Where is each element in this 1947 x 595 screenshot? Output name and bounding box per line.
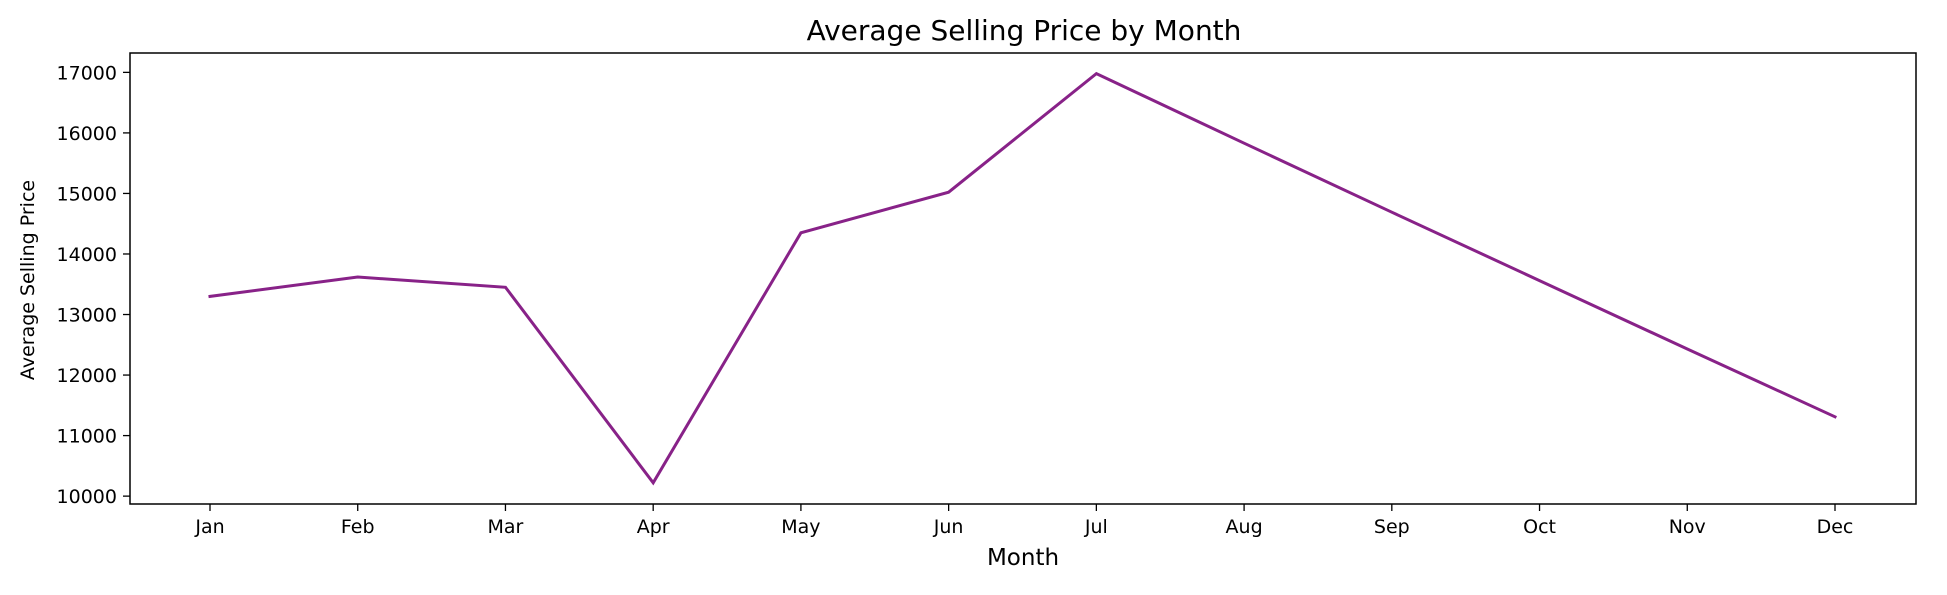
y-tick-label: 14000 (57, 244, 117, 266)
x-tick-label: Sep (1374, 516, 1410, 538)
plot-frame (129, 52, 1917, 505)
y-axis-ticks: 10000 11000 12000 13000 14000 15000 16000 17000 (57, 62, 130, 508)
y-tick-label: 12000 (57, 365, 117, 387)
y-tick-label: 10000 (57, 486, 117, 508)
x-tick-label: Apr (637, 516, 670, 538)
x-tick-label: Jan (194, 516, 224, 538)
x-tick-label: Mar (488, 516, 524, 538)
y-tick-label: 16000 (57, 123, 117, 145)
x-tick-label: Aug (1226, 516, 1263, 538)
x-axis-ticks: Jan Feb Mar Apr May Jun Jul Aug Sep Oct Nov Dec (194, 504, 1853, 538)
x-tick-label: Nov (1669, 516, 1706, 538)
y-tick-label: 13000 (57, 305, 117, 327)
y-axis-label: Average Selling Price (17, 180, 39, 380)
x-axis-label: Month (987, 545, 1059, 571)
y-tick-label: 11000 (57, 426, 117, 448)
x-tick-label: Jun (933, 516, 964, 538)
chart-title: Average Selling Price by Month (807, 14, 1242, 47)
y-tick-label: 15000 (57, 183, 117, 205)
y-tick-label: 17000 (57, 62, 117, 84)
x-tick-label: Dec (1817, 516, 1854, 538)
x-tick-label: Oct (1523, 516, 1556, 538)
x-tick-label: Jul (1084, 516, 1108, 538)
x-tick-label: Feb (341, 516, 375, 538)
series-line (208, 71, 1837, 486)
x-tick-label: May (781, 516, 820, 538)
